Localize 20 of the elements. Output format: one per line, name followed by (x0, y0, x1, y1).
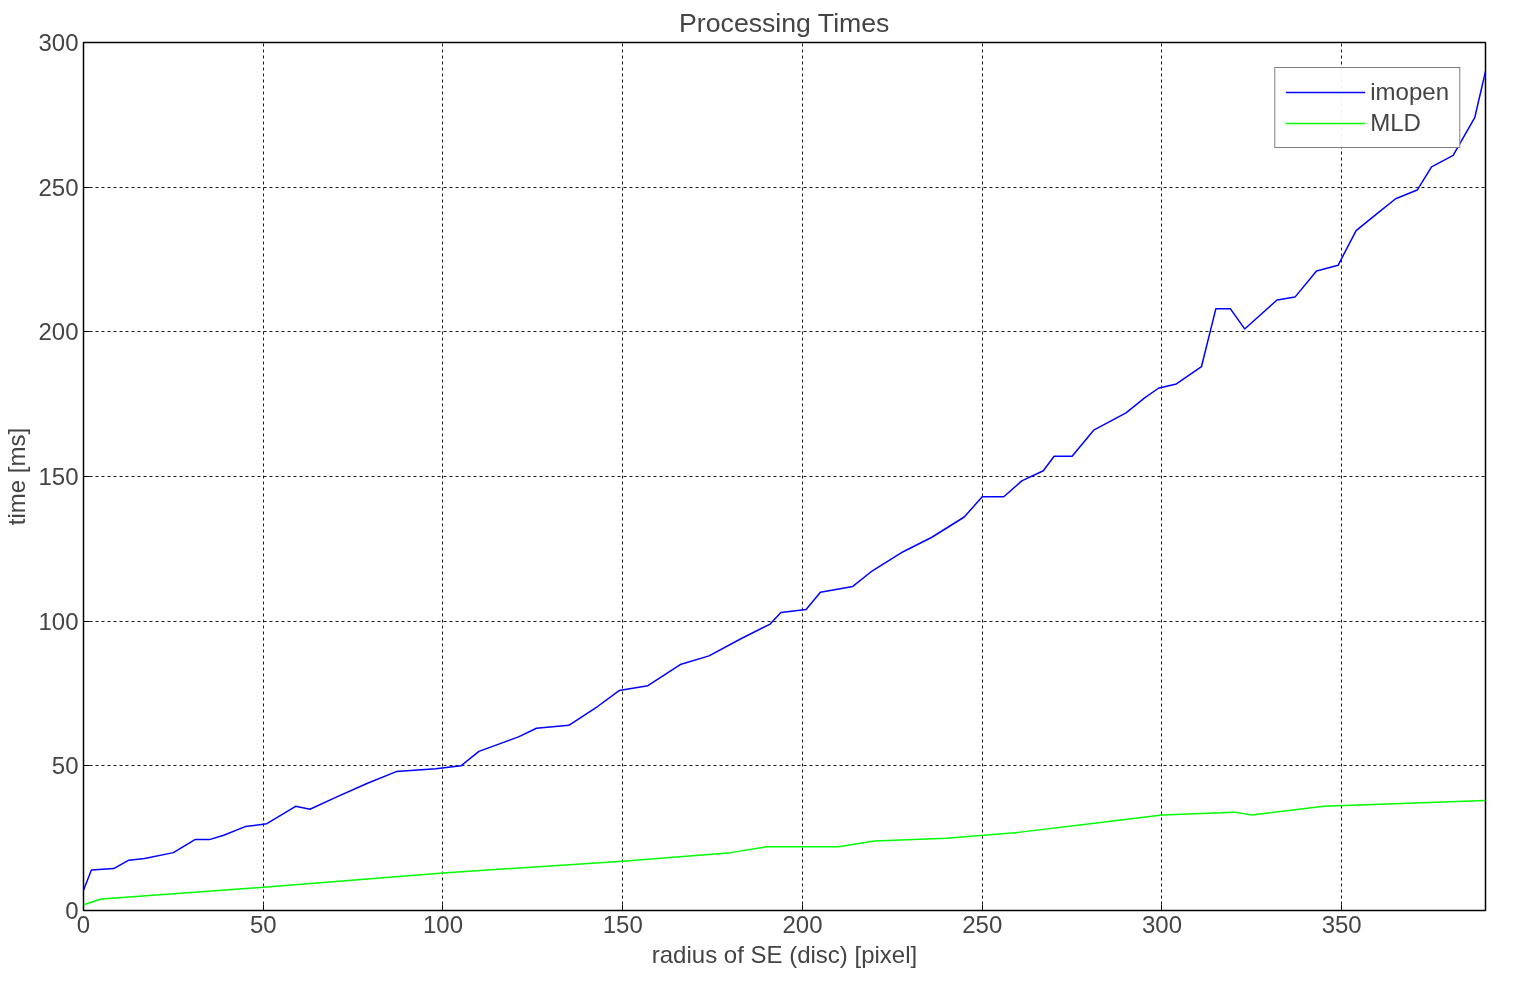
line-series (83, 799, 1486, 906)
y-tick-label: 150 (38, 463, 79, 490)
y-tick-label: 100 (38, 607, 79, 635)
x-tick-label: 350 (1321, 910, 1362, 938)
y-tick-label: 50 (51, 752, 79, 780)
y-tick-label: 250 (38, 173, 79, 201)
x-tick-label: 300 (1141, 910, 1182, 938)
legend-label: imopen (1370, 78, 1449, 106)
legend-label: MLD (1370, 109, 1421, 137)
chart-title: Processing Times (679, 7, 890, 38)
x-axis-title: radius of SE (disc) [pixel] (651, 940, 918, 968)
x-tick-label: 100 (422, 910, 464, 938)
y-tick-label: 200 (38, 318, 79, 346)
x-tick-label: 50 (249, 910, 277, 938)
y-axis-title: time [ms] (3, 427, 31, 526)
x-tick-label: 200 (782, 910, 823, 938)
line-series (83, 70, 1486, 891)
y-tick-label: 300 (38, 29, 79, 56)
x-tick-label: 250 (962, 910, 1003, 938)
x-tick-label: 150 (602, 910, 643, 938)
